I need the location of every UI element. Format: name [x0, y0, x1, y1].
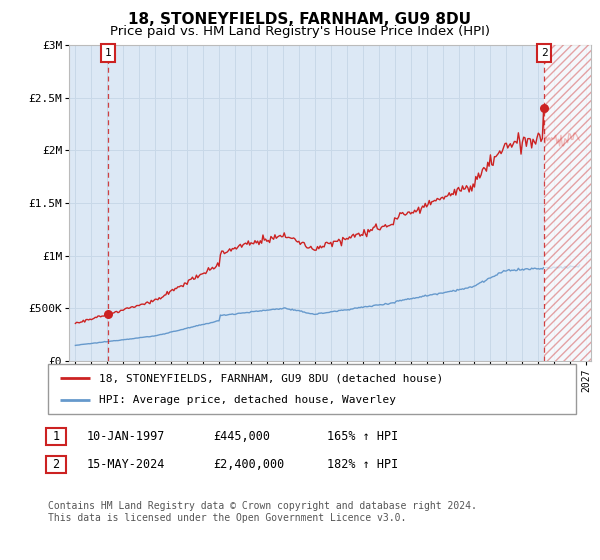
Text: 182% ↑ HPI: 182% ↑ HPI [327, 458, 398, 472]
Text: HPI: Average price, detached house, Waverley: HPI: Average price, detached house, Wave… [99, 395, 396, 405]
Text: 1: 1 [52, 430, 59, 444]
Text: £2,400,000: £2,400,000 [213, 458, 284, 472]
Text: Contains HM Land Registry data © Crown copyright and database right 2024.
This d: Contains HM Land Registry data © Crown c… [48, 501, 477, 523]
Text: 18, STONEYFIELDS, FARNHAM, GU9 8DU: 18, STONEYFIELDS, FARNHAM, GU9 8DU [128, 12, 472, 27]
Text: 15-MAY-2024: 15-MAY-2024 [87, 458, 166, 472]
Text: 165% ↑ HPI: 165% ↑ HPI [327, 430, 398, 444]
Text: Price paid vs. HM Land Registry's House Price Index (HPI): Price paid vs. HM Land Registry's House … [110, 25, 490, 38]
Text: 18, STONEYFIELDS, FARNHAM, GU9 8DU (detached house): 18, STONEYFIELDS, FARNHAM, GU9 8DU (deta… [99, 373, 443, 383]
Text: £445,000: £445,000 [213, 430, 270, 444]
Text: 2: 2 [541, 48, 548, 58]
Text: 10-JAN-1997: 10-JAN-1997 [87, 430, 166, 444]
Text: 1: 1 [104, 48, 111, 58]
Text: 2: 2 [52, 458, 59, 472]
